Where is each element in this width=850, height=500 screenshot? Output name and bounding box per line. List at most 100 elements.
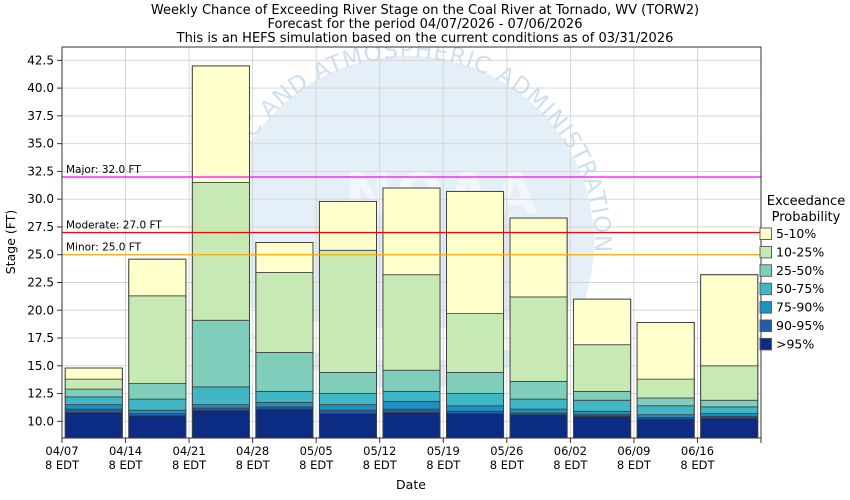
threshold-label: Moderate: 27.0 FT: [66, 220, 162, 232]
bar-segment: [700, 413, 759, 417]
legend-label: 75-90%: [776, 300, 824, 315]
legend-label: 5-10%: [776, 226, 816, 241]
legend-label: 10-25%: [776, 244, 824, 259]
bar-segment: [636, 405, 695, 416]
bar-segment: [255, 408, 314, 439]
x-tick-label-date: 04/07: [45, 444, 78, 458]
bar-segment: [64, 378, 123, 390]
x-tick-label-time: 8 EDT: [363, 458, 398, 472]
bar-segment: [446, 191, 505, 314]
bar-segment: [255, 390, 314, 403]
bar-segment: [128, 409, 187, 414]
bar-segment: [636, 322, 695, 380]
x-tick-label-date: 04/14: [109, 444, 142, 458]
bar-segment: [573, 415, 632, 439]
bar-segment: [573, 410, 632, 416]
bar-segment: [700, 417, 759, 439]
x-tick-label-time: 8 EDT: [45, 458, 80, 472]
bar-segment: [255, 352, 314, 392]
bar-segment: [446, 393, 505, 407]
legend-group: Exceedance Probability 5-10% 10-25% 25-50%…: [759, 194, 845, 351]
y-tick-label: 17.5: [27, 331, 54, 345]
legend-swatch: [759, 337, 772, 351]
x-tick-label-time: 8 EDT: [680, 458, 715, 472]
bar-segment: [636, 414, 695, 418]
legend-swatch: [759, 227, 772, 240]
x-tick-label-time: 8 EDT: [299, 458, 334, 472]
x-tick-label-date: 04/28: [236, 444, 269, 458]
y-tick-label: 25.0: [27, 248, 54, 262]
threshold-label: Minor: 25.0 FT: [66, 242, 142, 254]
bar-segment: [64, 412, 123, 439]
y-axis-label: Stage (FT): [3, 210, 18, 274]
bar-segment: [573, 399, 632, 412]
bar-segment: [128, 258, 187, 297]
bar-segment: [700, 365, 759, 401]
legend-swatch: [759, 282, 772, 296]
bar-segment: [255, 272, 314, 353]
legend-swatch: [759, 319, 772, 332]
bar-segment: [191, 409, 250, 439]
bar-segment: [128, 383, 187, 400]
bar-segment: [318, 372, 377, 394]
bar-segment: [382, 187, 441, 276]
bar-segment: [64, 404, 123, 410]
y-tick-label: 40.0: [27, 81, 54, 95]
bar-segment: [255, 402, 314, 408]
bar-segment: [64, 396, 123, 406]
bar-segment: [636, 397, 695, 407]
bar-segment: [446, 313, 505, 373]
x-tick-label-date: 05/05: [300, 444, 333, 458]
bar-segment: [636, 418, 695, 439]
bar-segment: [64, 367, 123, 380]
x-tick-label-time: 8 EDT: [108, 458, 143, 472]
chart-title-line-2: Forecast for the period 04/07/2026 - 07/…: [268, 17, 583, 32]
legend-title-line-1: Exceedance: [767, 194, 845, 209]
x-tick-label-date: 06/16: [681, 444, 714, 458]
y-tick-label: 22.5: [27, 275, 54, 289]
bar-segment: [700, 399, 759, 408]
bar-segment: [318, 393, 377, 406]
bar-segment: [191, 319, 250, 388]
bar-segment: [700, 274, 759, 367]
x-tick-label-date: 05/19: [427, 444, 460, 458]
bar-segment: [509, 414, 568, 439]
y-tick-label: 10.0: [27, 414, 54, 428]
legend-label: 90-95%: [776, 318, 824, 333]
y-tick-label: 37.5: [27, 109, 54, 123]
bar-segment: [128, 398, 187, 411]
x-tick-label-time: 8 EDT: [236, 458, 271, 472]
threshold-lines-group: Major: 32.0 FT Moderate: 27.0 FT Minor: 25…: [62, 164, 761, 256]
bar-segment: [700, 406, 759, 414]
bar-segment: [446, 413, 505, 439]
y-tick-label: 35.0: [27, 137, 54, 151]
bar-segment: [509, 398, 568, 410]
bar-segment: [318, 413, 377, 439]
x-tick-label-date: 04/21: [173, 444, 206, 458]
legend-title-line-2: Probability: [772, 210, 841, 225]
bar-segment: [318, 409, 377, 414]
bar-segment: [509, 380, 568, 400]
bar-segment: [64, 408, 123, 413]
legend-label: 25-50%: [776, 263, 824, 278]
x-tick-label-date: 05/26: [490, 444, 523, 458]
bar-segment: [191, 404, 250, 409]
x-tick-label-date: 06/09: [617, 444, 650, 458]
y-tick-label: 42.5: [27, 53, 54, 67]
x-axis-label: Date: [396, 477, 426, 492]
legend-label: >95%: [776, 336, 814, 351]
threshold-label: Major: 32.0 FT: [66, 164, 141, 176]
chart-title-line-3: This is an HEFS simulation based on the …: [176, 31, 674, 46]
x-tick-label-time: 8 EDT: [553, 458, 588, 472]
bar-segment: [318, 201, 377, 251]
bar-segment: [382, 400, 441, 410]
bar-segment: [573, 344, 632, 392]
bar-segment: [509, 408, 568, 414]
bar-segment: [64, 388, 123, 398]
chart-title-line-1: Weekly Chance of Exceeding River Stage o…: [151, 3, 699, 18]
y-tick-label: 32.5: [27, 164, 54, 178]
bar-segment: [318, 249, 377, 373]
plot-border: [61, 46, 762, 439]
legend-label: 50-75%: [776, 281, 824, 296]
